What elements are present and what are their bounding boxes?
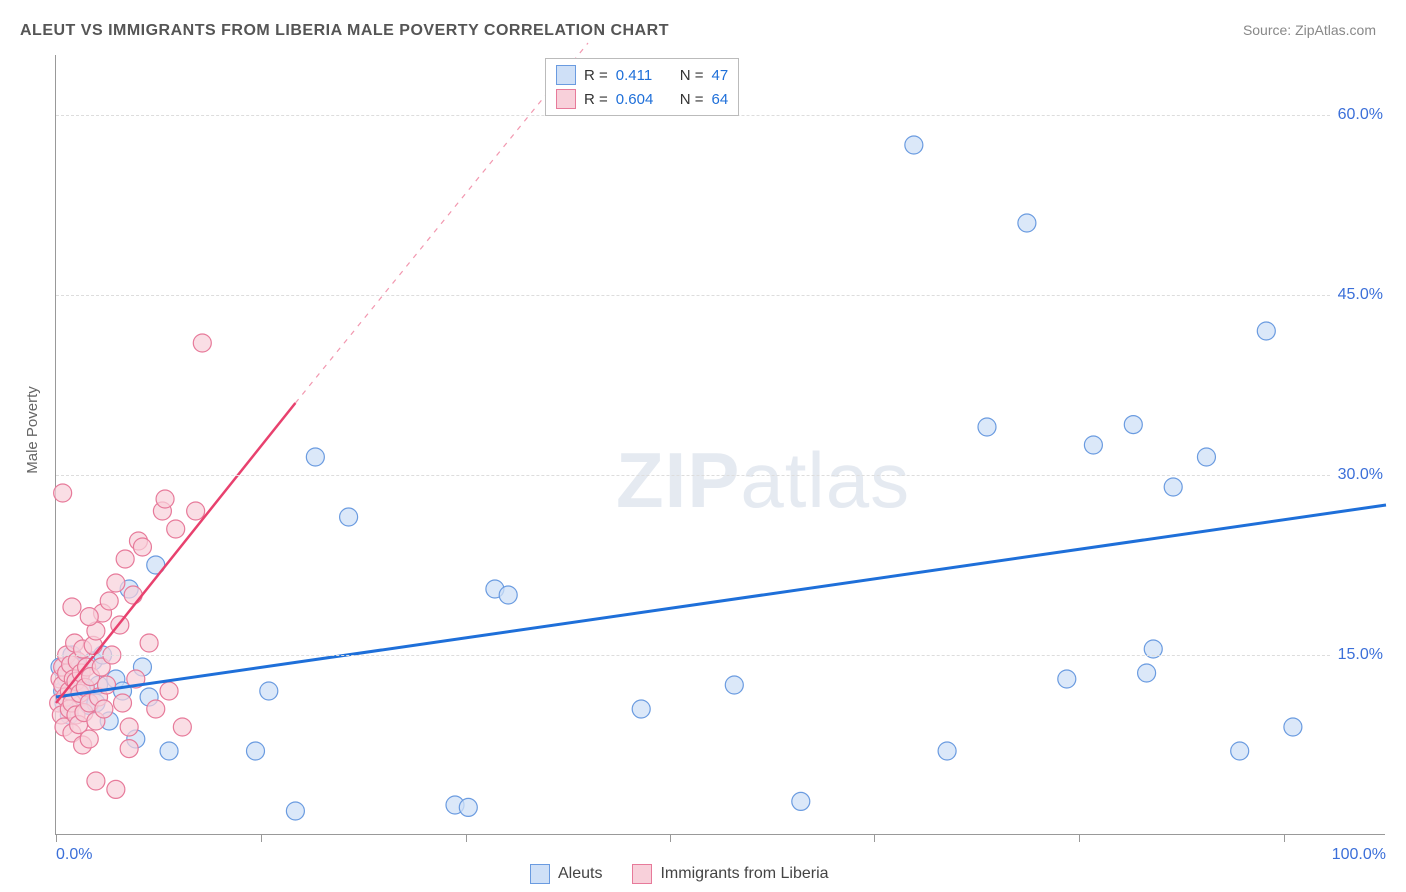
legend-swatch	[530, 864, 550, 884]
x-tick-label: 100.0%	[1332, 846, 1386, 864]
data-point	[133, 538, 151, 556]
data-point	[260, 682, 278, 700]
legend-swatch	[632, 864, 652, 884]
n-value: 64	[712, 91, 729, 108]
legend-swatch	[556, 65, 576, 85]
data-point	[1124, 416, 1142, 434]
r-label: R =	[584, 91, 608, 108]
data-point	[160, 682, 178, 700]
data-point	[167, 520, 185, 538]
data-point	[1018, 214, 1036, 232]
data-point	[792, 792, 810, 810]
source-prefix: Source:	[1243, 22, 1295, 38]
legend-item: Aleuts	[530, 864, 602, 884]
data-point	[286, 802, 304, 820]
data-point	[905, 136, 923, 154]
trend-line	[56, 403, 295, 703]
y-tick-label: 60.0%	[1332, 106, 1389, 124]
x-tick	[466, 834, 467, 842]
x-tick-label: 0.0%	[56, 846, 92, 864]
data-point	[1231, 742, 1249, 760]
legend-swatch	[556, 89, 576, 109]
trend-line	[56, 505, 1386, 697]
chart-plot-area: ZIPatlas 15.0%30.0%45.0%60.0%0.0%100.0%	[55, 55, 1385, 835]
data-point	[54, 484, 72, 502]
n-label: N =	[680, 91, 704, 108]
data-point	[80, 608, 98, 626]
data-point	[114, 694, 132, 712]
legend-label: Immigrants from Liberia	[660, 865, 828, 883]
data-point	[193, 334, 211, 352]
data-point	[1257, 322, 1275, 340]
data-point	[116, 550, 134, 568]
x-tick	[670, 834, 671, 842]
legend-row: R = 0.411 N = 47	[556, 63, 728, 87]
chart-title: ALEUT VS IMMIGRANTS FROM LIBERIA MALE PO…	[20, 22, 669, 40]
data-point	[340, 508, 358, 526]
r-label: R =	[584, 67, 608, 84]
data-point	[978, 418, 996, 436]
data-point	[1058, 670, 1076, 688]
gridline	[56, 295, 1385, 296]
y-tick-label: 15.0%	[1332, 646, 1389, 664]
data-point	[247, 742, 265, 760]
data-point	[632, 700, 650, 718]
data-point	[1138, 664, 1156, 682]
r-value: 0.411	[616, 67, 672, 84]
y-tick-label: 45.0%	[1332, 286, 1389, 304]
data-point	[107, 780, 125, 798]
data-point	[156, 490, 174, 508]
series-legend: Aleuts Immigrants from Liberia	[530, 864, 829, 884]
data-point	[1284, 718, 1302, 736]
data-point	[80, 730, 98, 748]
gridline	[56, 655, 1385, 656]
source-attribution: Source: ZipAtlas.com	[1243, 22, 1376, 38]
n-value: 47	[712, 67, 729, 84]
data-point	[187, 502, 205, 520]
x-tick	[1284, 834, 1285, 842]
correlation-legend: R = 0.411 N = 47 R = 0.604 N = 64	[545, 58, 739, 116]
data-point	[173, 718, 191, 736]
data-point	[120, 718, 138, 736]
scatter-svg	[56, 55, 1385, 834]
data-point	[1197, 448, 1215, 466]
legend-row: R = 0.604 N = 64	[556, 87, 728, 111]
data-point	[1084, 436, 1102, 454]
data-point	[459, 798, 477, 816]
gridline	[56, 475, 1385, 476]
data-point	[120, 740, 138, 758]
data-point	[160, 742, 178, 760]
n-label: N =	[680, 67, 704, 84]
data-point	[725, 676, 743, 694]
x-tick	[874, 834, 875, 842]
x-tick	[1079, 834, 1080, 842]
data-point	[87, 772, 105, 790]
x-tick	[261, 834, 262, 842]
source-name: ZipAtlas.com	[1295, 22, 1376, 38]
data-point	[63, 598, 81, 616]
legend-item: Immigrants from Liberia	[632, 864, 828, 884]
y-axis-label: Male Poverty	[24, 386, 41, 474]
data-point	[140, 634, 158, 652]
data-point	[499, 586, 517, 604]
data-point	[306, 448, 324, 466]
y-tick-label: 30.0%	[1332, 466, 1389, 484]
data-point	[107, 574, 125, 592]
data-point	[147, 700, 165, 718]
data-point	[938, 742, 956, 760]
data-point	[1164, 478, 1182, 496]
data-point	[95, 700, 113, 718]
x-tick	[56, 834, 57, 842]
r-value: 0.604	[616, 91, 672, 108]
legend-label: Aleuts	[558, 865, 602, 883]
data-point	[124, 586, 142, 604]
data-point	[100, 592, 118, 610]
